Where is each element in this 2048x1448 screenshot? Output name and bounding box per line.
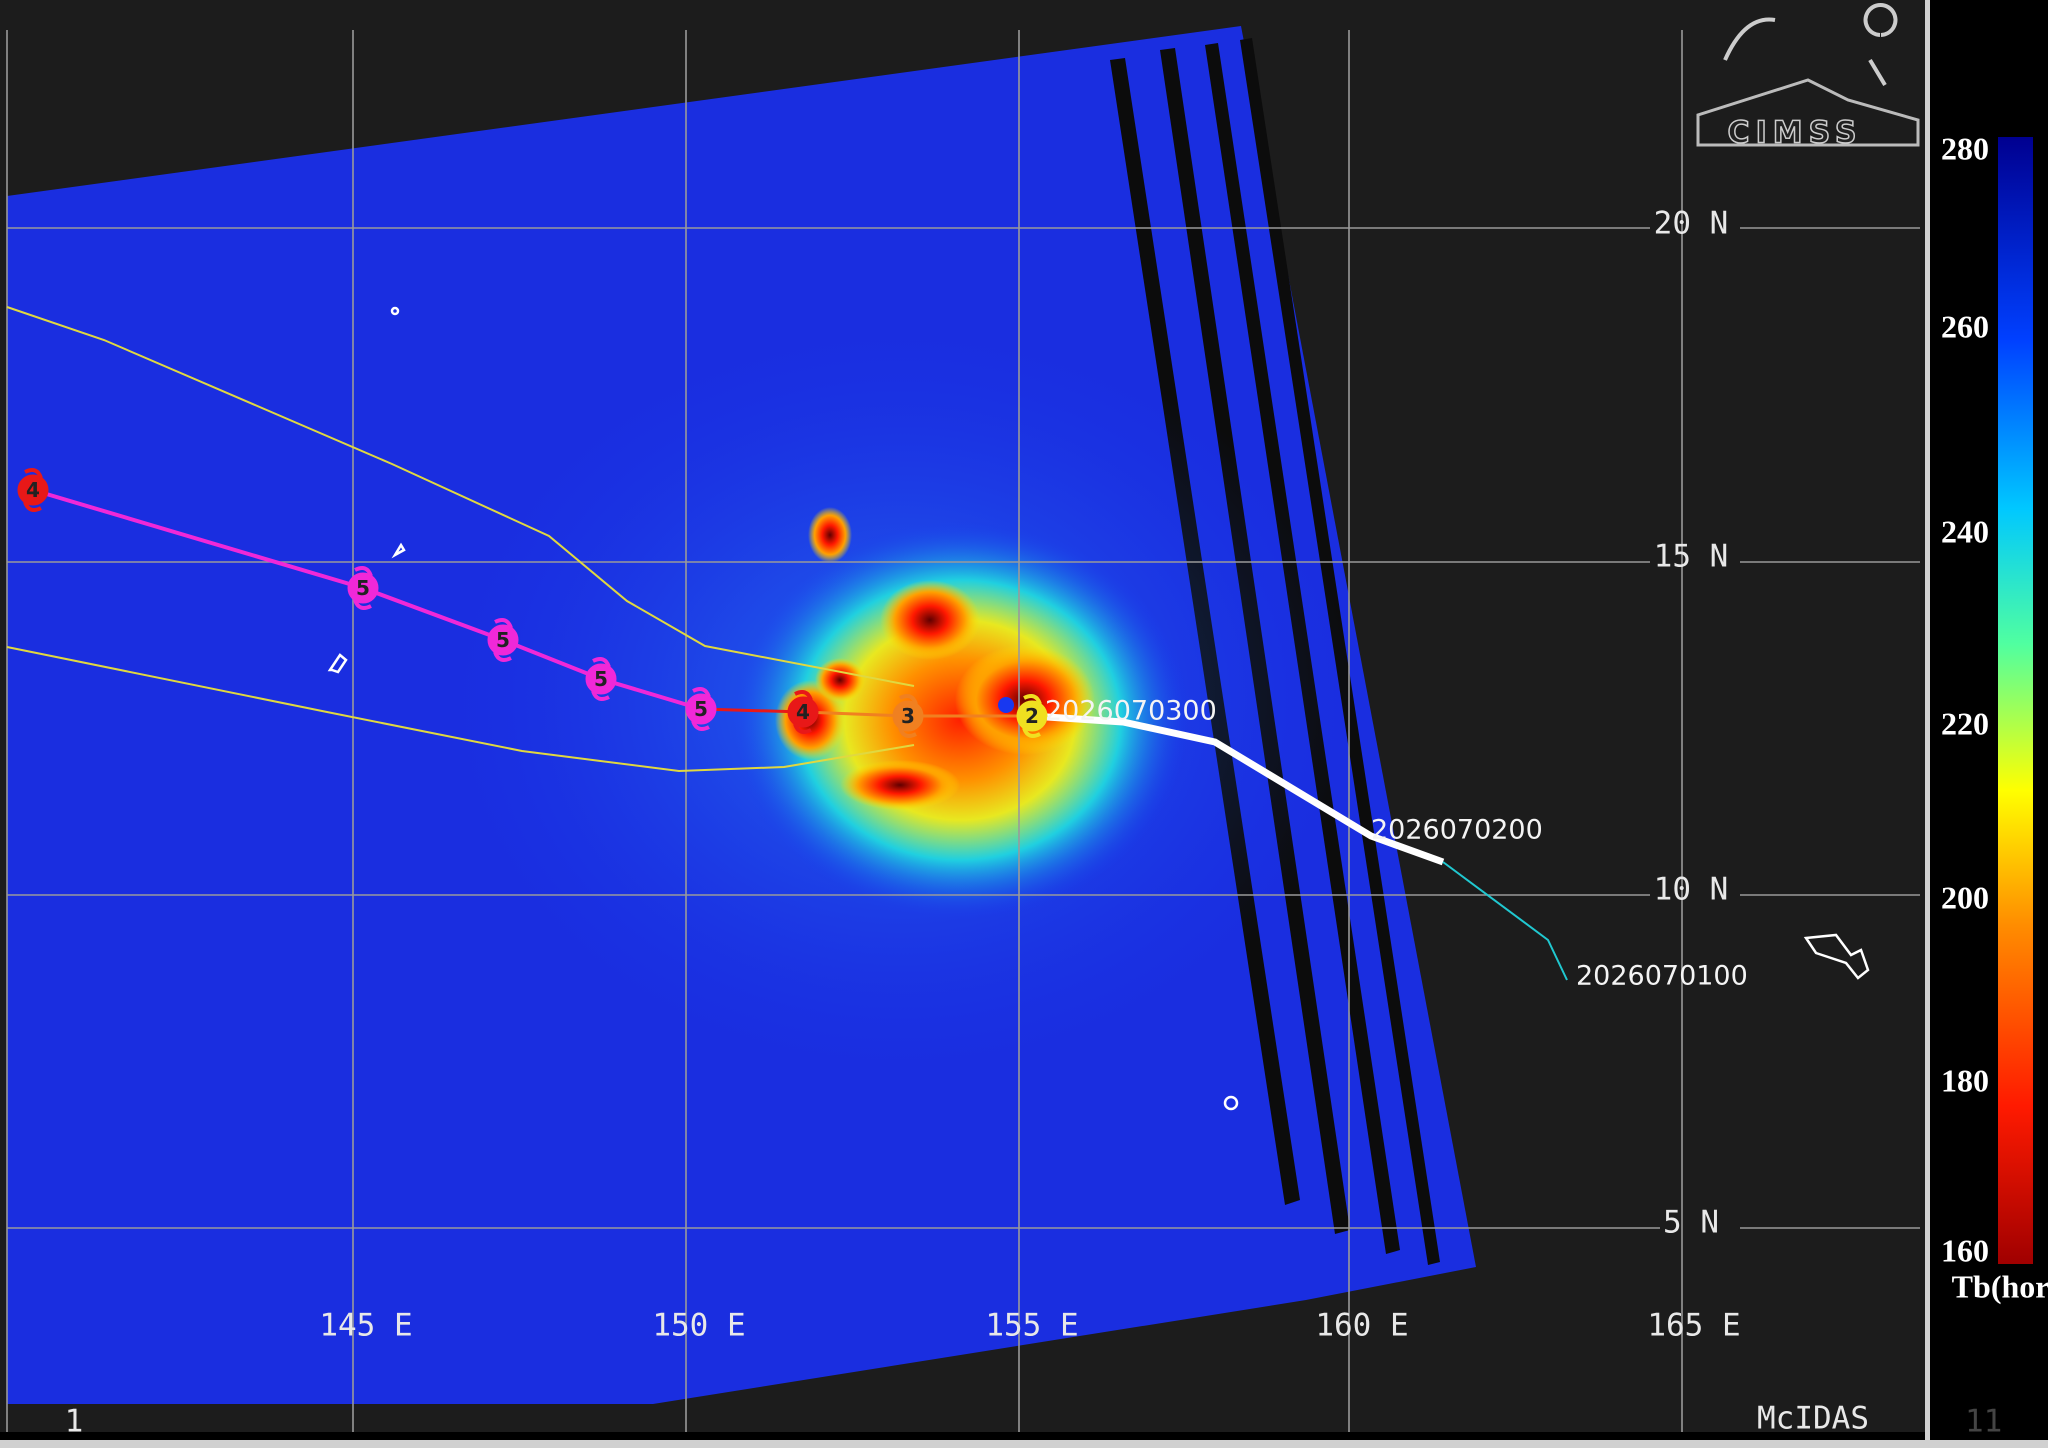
storm-marker [1016,700,1048,732]
graticule [6,30,1920,1432]
storm-marker-label: 4 [796,700,810,724]
past-track [1031,712,1445,866]
lat-label: 5 N [1663,1205,1719,1241]
colorbar-label: Tb(horz) [1952,1268,2048,1304]
forecast-track [700,707,804,714]
storm-marker-label: 2 [1025,704,1039,728]
time-label: 2026070300 [1045,696,1217,727]
lat-label: 20 N [1654,206,1729,242]
coastlines [327,306,1870,1111]
storm-marker-label: 5 [694,697,708,721]
lon-labels: 145 E 150 E 155 E 160 E 165 E [319,1308,1740,1344]
storm-marker-arm [353,566,373,610]
lon-label: 165 E [1647,1308,1740,1344]
colorbar-tick-label: 180 [1941,1062,1989,1098]
track-markers: 4 5 5 5 5 4 3 2 [17,468,1048,738]
forecast-cone [6,306,915,773]
colorbar-tick-label: 280 [1941,130,1989,166]
storm-marker [585,663,617,695]
bottom-border [0,1440,2048,1448]
storm-marker [892,700,924,732]
storm-marker-arm [691,687,711,731]
lon-label: 150 E [652,1308,745,1344]
colorbar-ticks: 280 260 240 220 200 180 160 [1941,130,1989,1268]
lat-label: 15 N [1654,539,1729,575]
colorbar-tick-label: 260 [1941,308,1989,344]
lat-label: 10 N [1654,872,1729,908]
storm-marker [685,693,717,725]
software-label: McIDAS [1757,1401,1869,1437]
lon-label: 160 E [1315,1308,1408,1344]
convection [775,507,1095,810]
time-label: 2026070100 [1576,961,1748,992]
lon-label: 155 E [985,1308,1078,1344]
storm-marker-arm [898,694,918,738]
storm-marker-arm [493,618,513,662]
storm-marker-label: 3 [901,704,915,728]
time-label: 2026070200 [1371,815,1543,846]
lon-label: 145 E [319,1308,412,1344]
storm-marker-label: 5 [356,576,370,600]
logo: CIMSS [1696,3,1920,151]
colorbar-tick-label: 220 [1941,705,1989,741]
storm-marker [787,696,819,728]
storm-marker-arm [793,690,813,734]
storm-marker-arm [23,468,43,512]
panel-number: 11 [1965,1404,2002,1440]
storm-marker-label: 5 [594,667,608,691]
storm-marker-arm [591,657,611,701]
storm-marker-arm [1022,694,1042,738]
divider [1925,0,1930,1448]
colorbar [1998,137,2033,1264]
storm-marker [487,624,519,656]
storm-marker-label: 4 [26,478,40,502]
logo-text: CIMSS [1728,116,1863,151]
storm-marker [17,474,49,506]
colorbar-tick-label: 160 [1941,1232,1989,1268]
storm-marker [347,572,379,604]
past-track [1442,861,1568,981]
frame-number: 1 [65,1404,84,1440]
colorbar-tick-label: 240 [1941,513,1989,549]
storm-marker-label: 5 [496,628,510,652]
lat-labels: 20 N 15 N 10 N 5 N [1654,206,1729,1241]
colorbar-tick-label: 200 [1941,879,1989,915]
